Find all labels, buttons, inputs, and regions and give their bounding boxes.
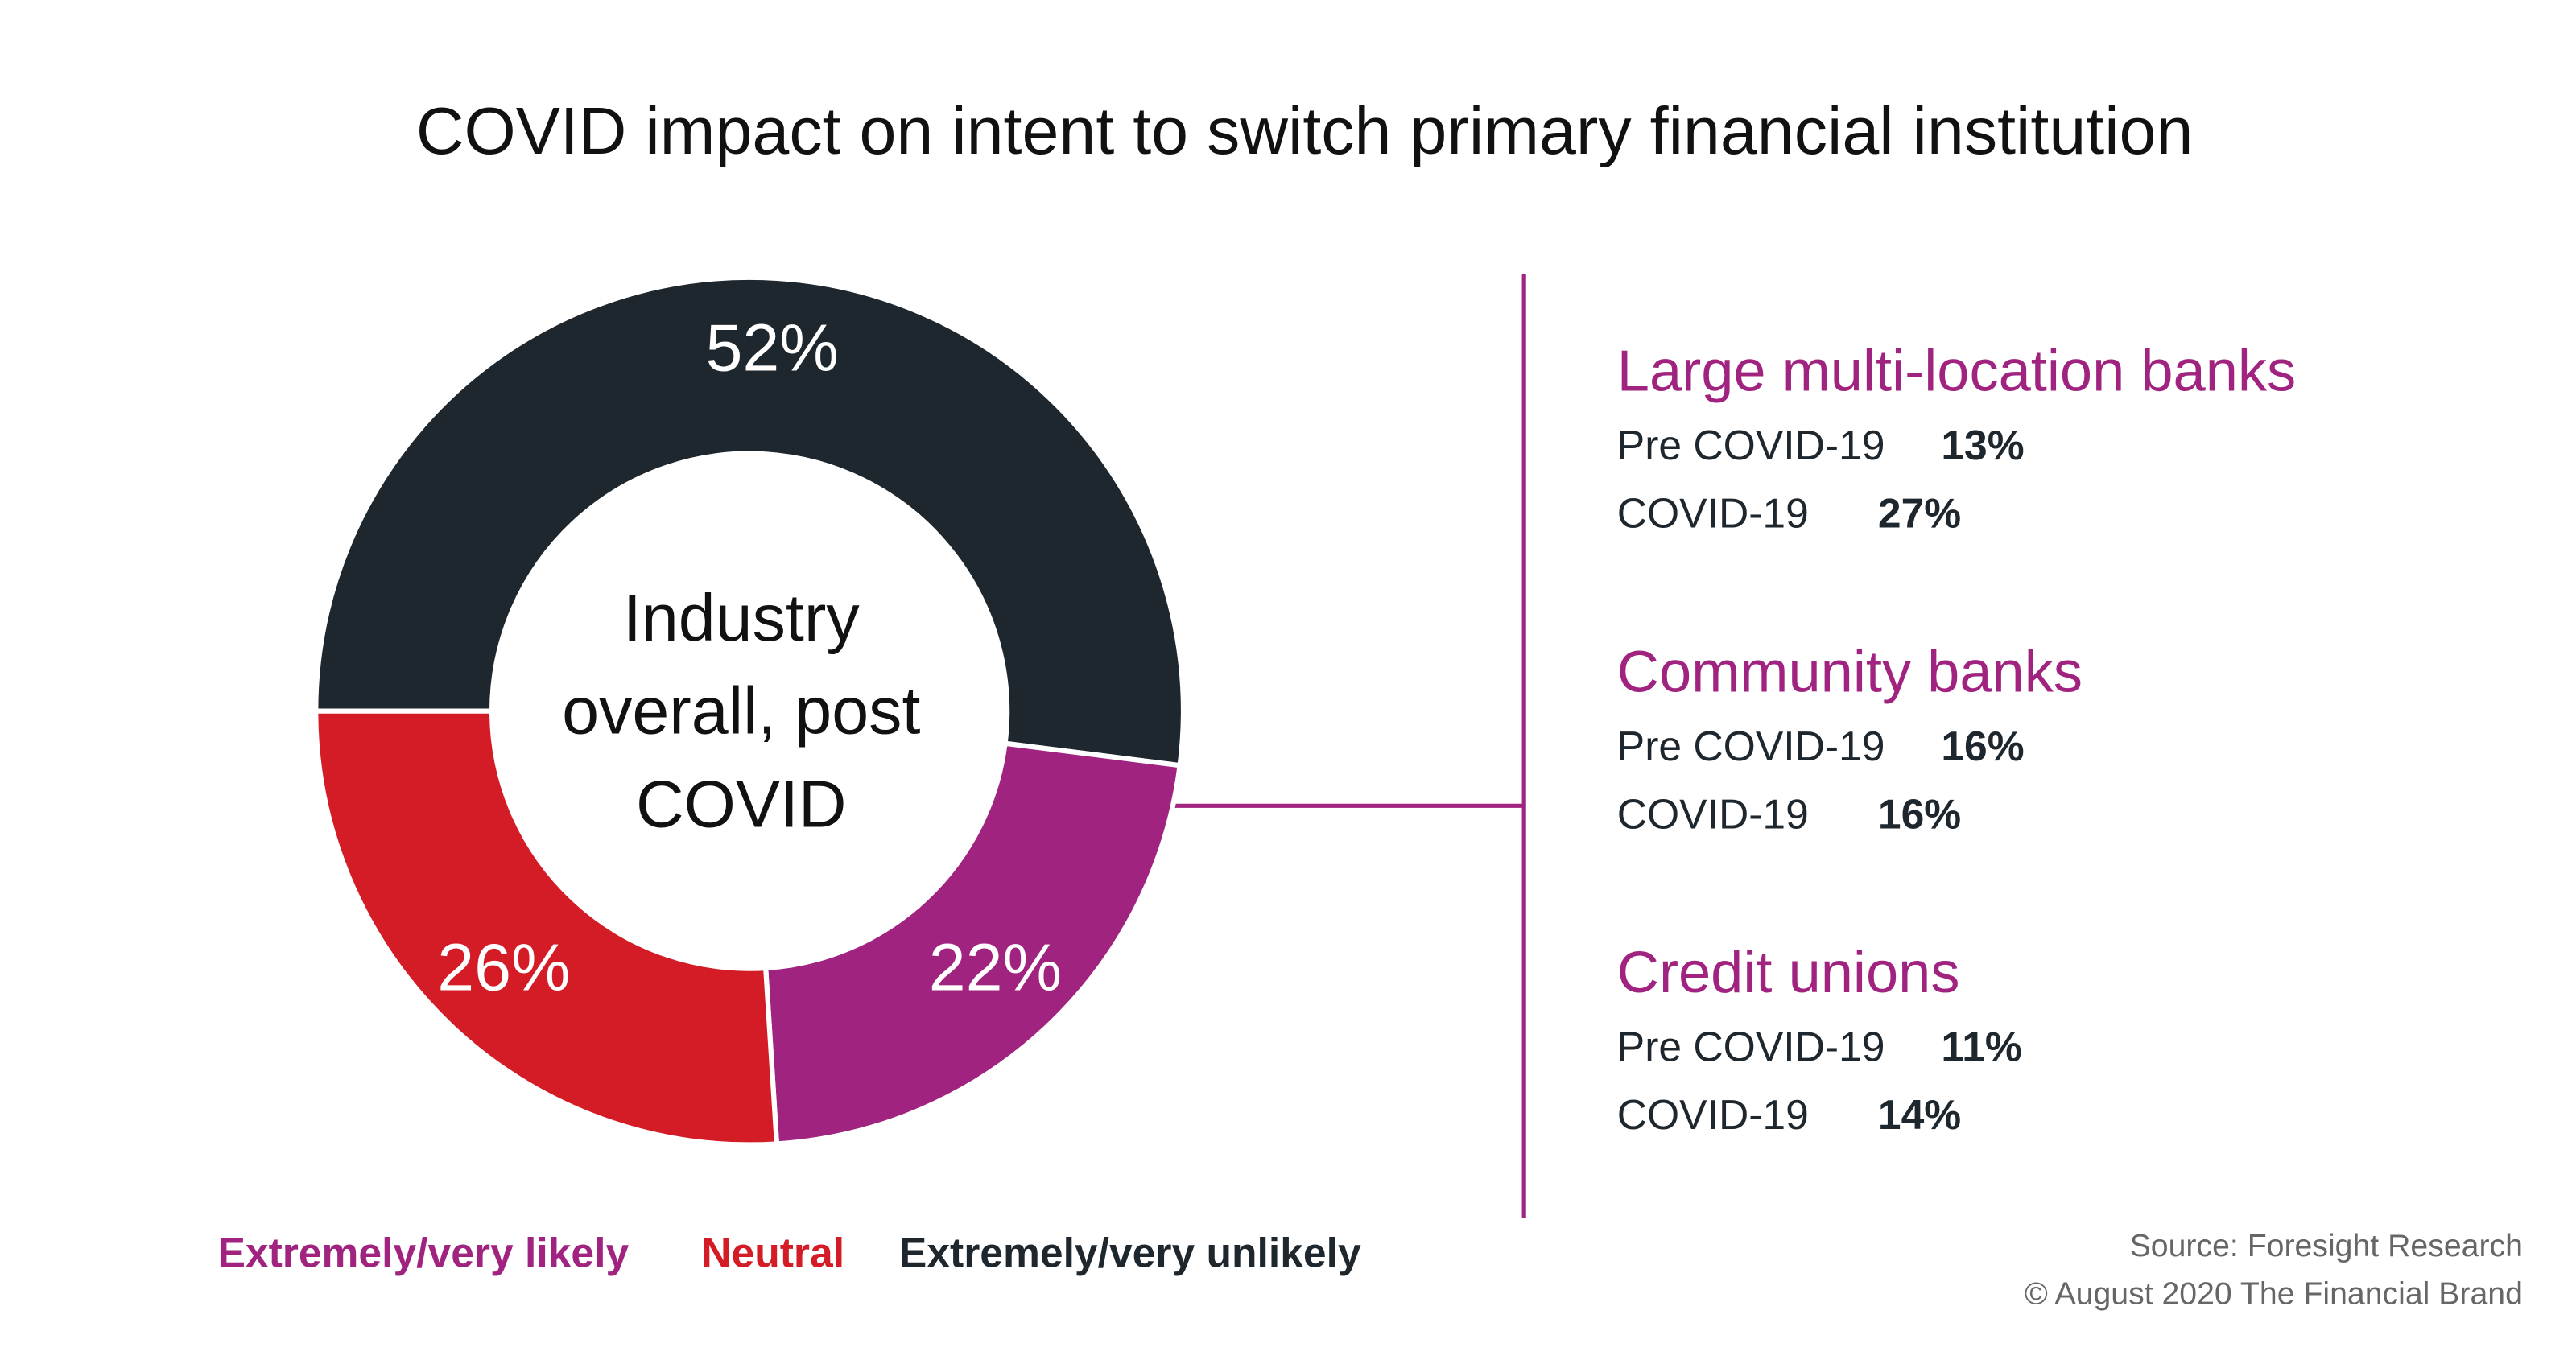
center-label: overall, post [562, 674, 920, 748]
group-title: Large multi-location banks [1617, 340, 2296, 404]
group-title: Community banks [1617, 640, 2083, 704]
row-label: Pre COVID-19 [1617, 422, 1885, 468]
slice [762, 740, 1183, 1147]
chart-title: COVID impact on intent to switch primary… [416, 94, 2194, 168]
row-value: 13% [1941, 422, 2024, 468]
row-label: COVID-19 [1617, 1091, 1809, 1138]
row-label: Pre COVID-19 [1617, 1023, 1885, 1069]
row-label: Pre COVID-19 [1617, 723, 1885, 769]
legend-entry: Extremely/very likely [217, 1229, 629, 1275]
copyright: © August 2020 The Financial Brand [2025, 1276, 2523, 1312]
slice-label: 26% [437, 931, 570, 1005]
slice [313, 708, 780, 1148]
row-label: COVID-19 [1617, 490, 1809, 537]
row-value: 14% [1878, 1091, 1961, 1138]
source: Source: Foresight Research [2130, 1228, 2523, 1263]
group-title: Credit unions [1617, 941, 1960, 1005]
slice [313, 274, 1186, 768]
row-value: 16% [1878, 790, 1961, 837]
legend-entry: Extremely/very unlikely [899, 1229, 1361, 1275]
center-label: COVID [636, 767, 847, 841]
row-value: 27% [1878, 490, 1961, 537]
row-value: 16% [1941, 723, 2024, 769]
legend-entry: Neutral [701, 1229, 844, 1275]
row-value: 11% [1941, 1023, 2021, 1069]
row-label: COVID-19 [1617, 790, 1809, 837]
center-label: Industry [623, 581, 860, 655]
slice-label: 52% [705, 311, 838, 385]
slice-label: 22% [929, 931, 1062, 1005]
